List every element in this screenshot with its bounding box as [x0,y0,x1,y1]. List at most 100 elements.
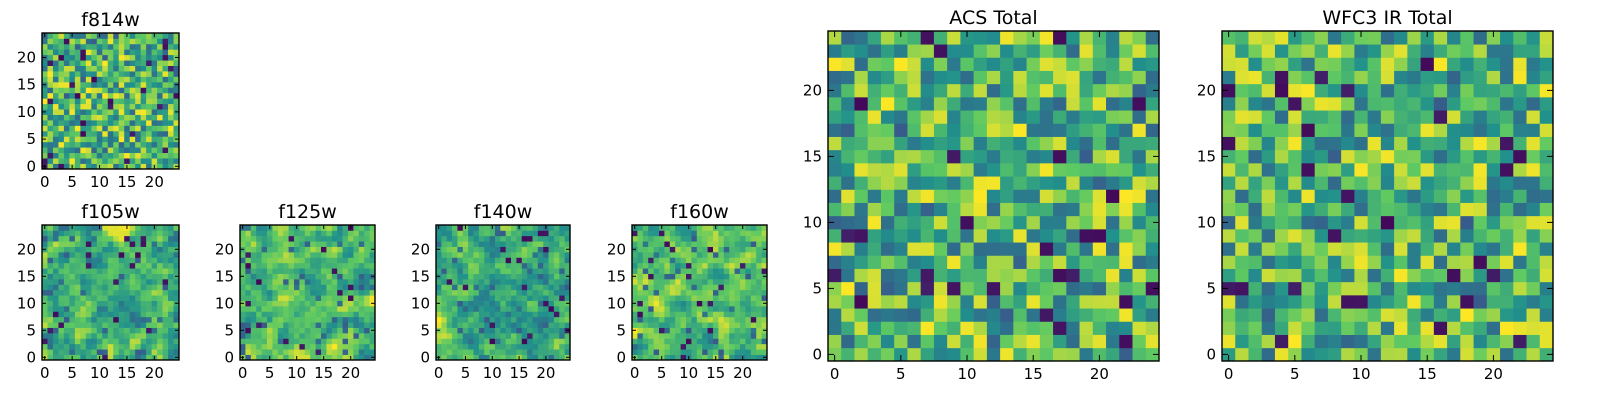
heatmap-cell [750,311,757,318]
heatmap-cell [1092,189,1107,203]
heatmap-cell [1132,149,1147,164]
heatmap-cell [648,225,654,231]
heatmap-cell [157,49,163,56]
heatmap-cell [494,235,501,242]
heatmap-cell [256,284,262,291]
heatmap-cell [135,125,141,132]
heatmap-cell [462,273,469,280]
heatmap-cell [1526,31,1541,45]
heatmap-cell [664,279,671,285]
heatmap-cell [1327,31,1342,45]
heatmap-cell [854,123,869,137]
heatmap-cell [162,136,169,143]
heatmap-cell [1380,57,1395,71]
heatmap-cell [124,333,131,339]
heatmap-cell [63,279,70,285]
heatmap-cell [113,152,120,159]
heatmap-cell [729,311,735,318]
x-tick-label: 10 [1351,365,1370,383]
heatmap-cell [441,333,448,339]
heatmap-cell [1301,215,1316,230]
heatmap-cell [69,114,76,121]
y-tick-label: 10 [607,294,626,312]
heatmap-cell [691,354,698,361]
heatmap-cell [1407,268,1421,283]
heatmap-cell [1539,44,1554,58]
heatmap-cell [240,257,246,264]
heatmap-cell [1433,268,1448,283]
heatmap-cell [441,268,448,274]
heatmap-cell [348,246,354,253]
heatmap-cell [52,289,59,296]
y-tick-label: 15 [411,267,430,285]
heatmap-cell [102,141,109,148]
heatmap-cell [283,327,289,334]
heatmap-cell [91,60,98,66]
heatmap-cell [74,76,81,83]
heatmap-cell [135,147,141,154]
heatmap-cell [947,334,961,349]
heatmap-cell [740,268,746,274]
heatmap-cell [1274,189,1289,203]
heatmap-cell [1274,202,1289,217]
heatmap-cell [452,279,458,285]
heatmap-cell [107,136,114,143]
heatmap-cell [1106,83,1120,98]
heatmap-cell [702,279,708,285]
y-tick-label: 0 [616,348,626,366]
heatmap-cell [553,225,560,231]
heatmap-cell [756,279,762,285]
heatmap-cell [973,123,988,137]
heatmap-cell [80,109,87,115]
heatmap-cell [58,230,65,237]
x-tick-label: 5 [67,173,77,191]
heatmap-cells [42,33,180,170]
heatmap-cell [1460,202,1474,217]
heatmap-cell [157,230,163,237]
heatmap-cell [484,338,490,345]
heatmap-cell [828,281,842,296]
heatmap-cell [907,215,922,230]
heatmap-cell [256,268,262,274]
heatmap-cell [250,230,257,237]
heatmap-cell [1301,70,1316,85]
heatmap-cell [58,246,65,253]
heatmap-cell [1274,268,1289,283]
heatmap-cell [537,257,544,264]
heatmap-cell [353,295,360,301]
heatmap-cell [369,322,376,328]
heatmap-cell [96,343,103,350]
heatmap-cell [358,300,365,307]
heatmap-cell [1106,136,1120,151]
heatmap-cell [564,311,571,318]
heatmap-cell [653,262,660,269]
heatmap-cell [696,343,703,350]
heatmap-cell [462,316,469,323]
heatmap-cell [107,163,114,170]
x-tick-label: 5 [1290,365,1300,383]
heatmap-cell [118,125,125,132]
heatmap-cell [473,268,480,274]
heatmap-cell [452,333,458,339]
heatmap-cell [63,81,70,88]
heatmap-cell [157,38,163,45]
heatmap-cell [723,252,730,258]
heatmap-cell [1039,110,1054,124]
heatmap-cell [151,273,158,280]
heatmap-cell [69,295,76,301]
heatmap-cell [750,354,757,361]
heatmap-cell [58,268,65,274]
heatmap-cell [294,279,300,285]
heatmap-cell [1327,176,1342,190]
heatmap-cell [707,327,714,334]
heatmap-cell [1053,97,1067,111]
heatmap-cell [63,43,70,50]
heatmap-cell [304,241,311,247]
heatmap-cell [1119,83,1133,98]
heatmap-cell [564,338,571,345]
heatmap-cell [933,83,948,98]
heatmap-cell [304,262,311,269]
heatmap-cell [669,284,676,291]
heatmap-cell [1460,57,1474,71]
